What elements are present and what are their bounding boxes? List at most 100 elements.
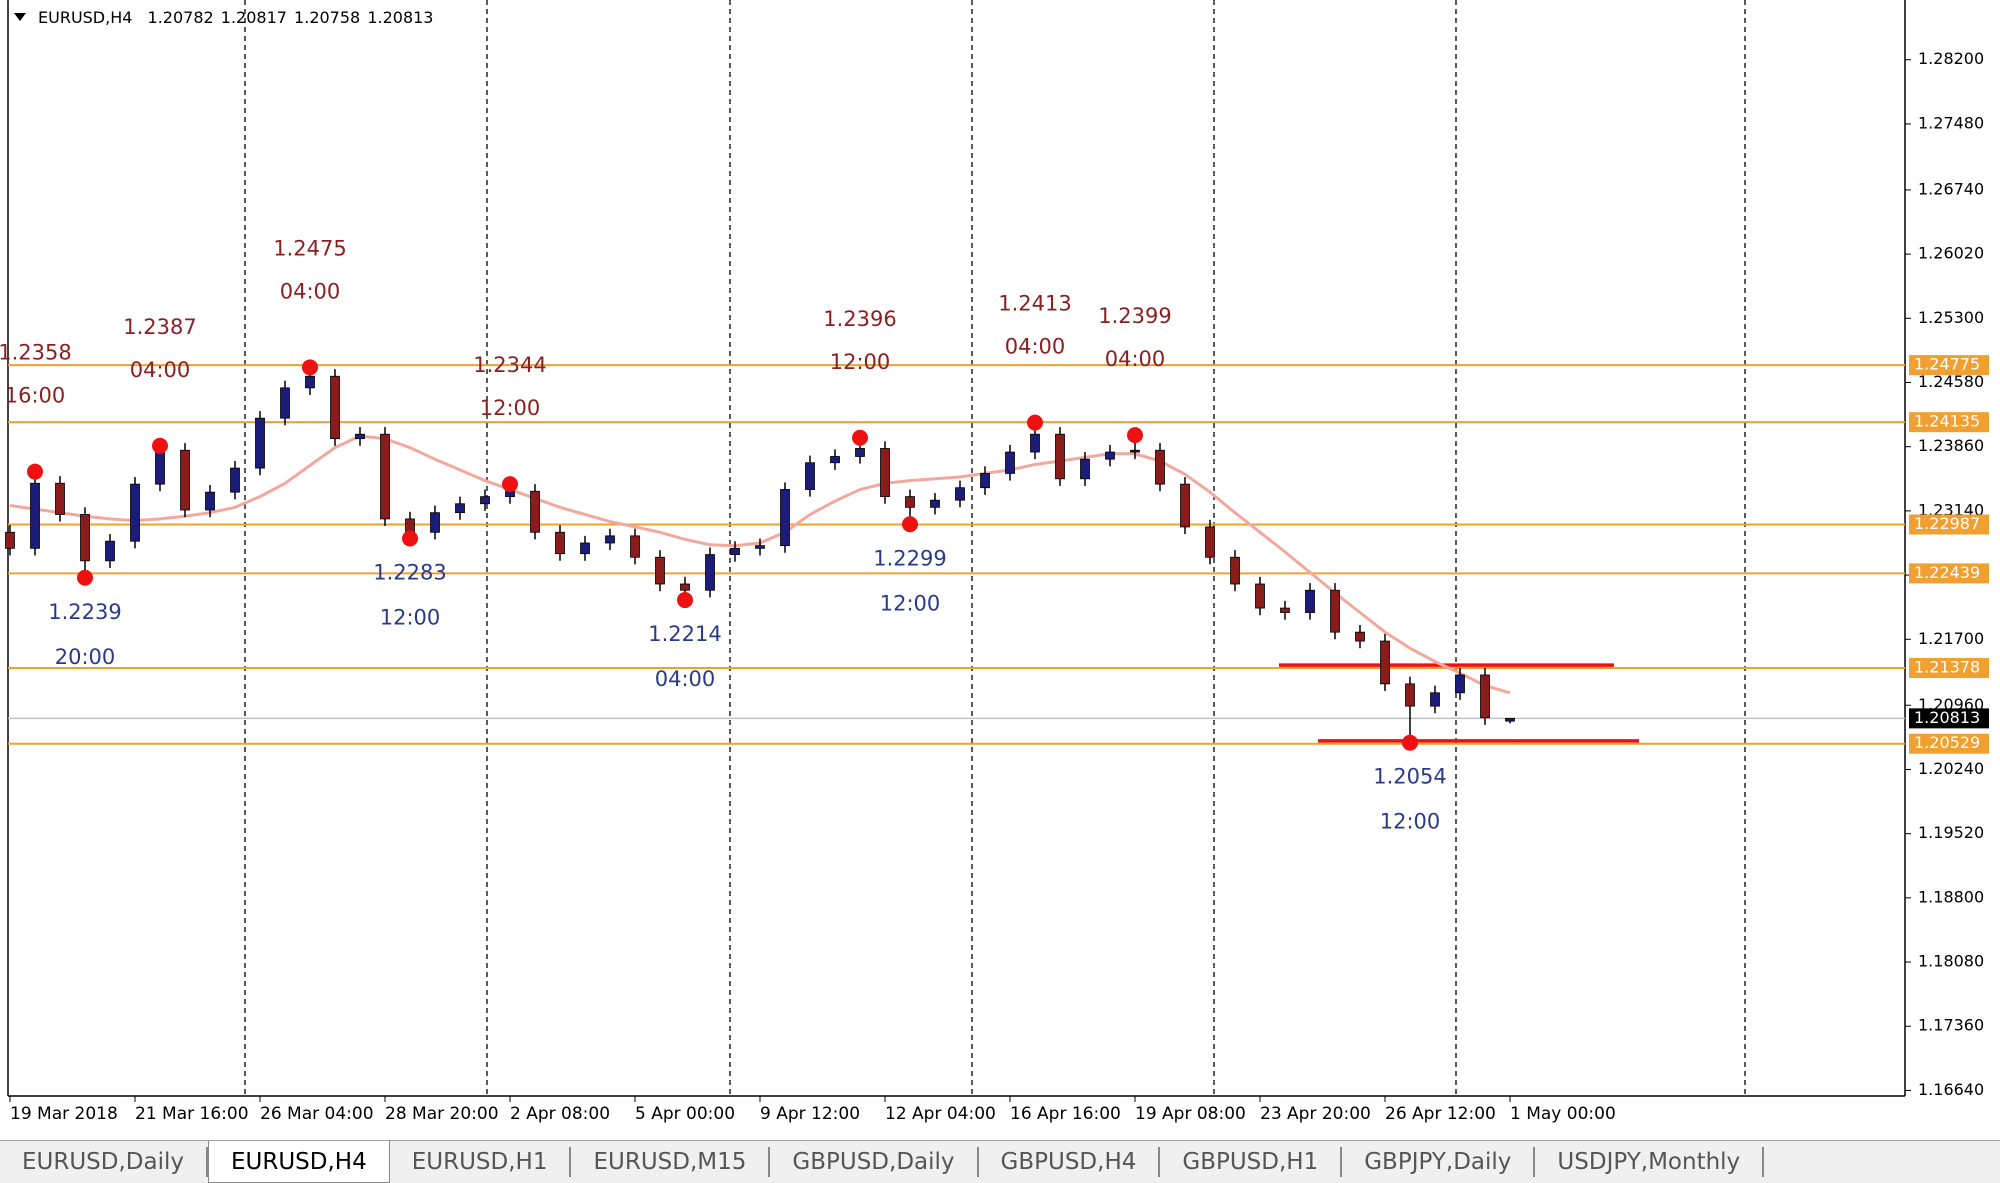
- swing-dot: [852, 429, 868, 446]
- chart-tab[interactable]: GBPUSD,Daily: [770, 1147, 979, 1177]
- x-tick-label: 2 Apr 08:00: [510, 1104, 610, 1124]
- candle-body: [855, 448, 865, 457]
- swing-price: 1.2239: [48, 600, 121, 624]
- candle-body: [530, 490, 540, 533]
- y-tick-label: 1.18080: [1918, 952, 1984, 971]
- chart-tab[interactable]: EURUSD,M15: [571, 1147, 771, 1177]
- chart-tab[interactable]: GBPJPY,Daily: [1342, 1147, 1536, 1177]
- candle-body: [1355, 631, 1365, 642]
- swing-dot: [77, 569, 93, 586]
- candle-body: [730, 547, 740, 555]
- header-arrow: [14, 13, 26, 21]
- candle-body: [430, 512, 440, 533]
- level-label: 1.20529: [1914, 733, 1980, 752]
- swing-dot: [902, 516, 918, 533]
- candle-body: [30, 482, 40, 549]
- candle-body: [1155, 449, 1165, 485]
- swing-time: 16:00: [5, 384, 66, 408]
- candle-body: [255, 417, 265, 469]
- chart: EURUSD,H4 1.20782 1.20817 1.20758 1.2081…: [0, 0, 2000, 1140]
- candle-body: [1005, 451, 1015, 474]
- y-tick-label: 1.26020: [1918, 244, 1984, 263]
- candle-body: [5, 531, 15, 549]
- background: [0, 0, 2000, 1140]
- candle-body: [1205, 526, 1215, 558]
- candle-body: [305, 375, 315, 389]
- swing-price: 1.2344: [473, 353, 546, 377]
- y-tick-label: 1.27480: [1918, 113, 1984, 132]
- candle-body: [480, 496, 490, 505]
- level-label: 1.22987: [1914, 514, 1980, 533]
- swing-price: 1.2399: [1098, 304, 1171, 328]
- y-tick-label: 1.28200: [1918, 49, 1984, 68]
- x-tick-label: 16 Apr 16:00: [1010, 1104, 1121, 1124]
- candle-body: [180, 449, 190, 511]
- y-tick-label: 1.16640: [1918, 1080, 1984, 1099]
- chart-tab[interactable]: GBPUSD,H1: [1160, 1147, 1343, 1177]
- candle-body: [980, 473, 990, 489]
- swing-dot: [502, 476, 518, 493]
- swing-price: 1.2214: [648, 622, 721, 646]
- candle-body: [1180, 483, 1190, 528]
- open: 1.20782: [148, 8, 214, 27]
- candle-body: [1330, 589, 1340, 633]
- chart-tab[interactable]: EURUSD,H1: [390, 1147, 572, 1177]
- swing-time: 12:00: [830, 350, 891, 374]
- candle-body: [705, 554, 715, 591]
- level-box: [1909, 563, 1989, 584]
- candle-body: [230, 467, 240, 493]
- swing-time: 04:00: [130, 358, 191, 382]
- x-tick-label: 23 Apr 20:00: [1260, 1104, 1371, 1124]
- level-box: [1909, 412, 1989, 433]
- x-tick-label: 26 Apr 12:00: [1385, 1104, 1496, 1124]
- y-tick-label: 1.25300: [1918, 308, 1984, 327]
- y-tick-label: 1.26740: [1918, 179, 1984, 198]
- swing-price: 1.2387: [123, 315, 196, 339]
- candle-body: [805, 462, 815, 490]
- swing-time: 20:00: [55, 645, 116, 669]
- close: 1.20813: [367, 8, 433, 27]
- candle-body: [680, 583, 690, 591]
- candle-body: [955, 487, 965, 501]
- swing-dot: [27, 463, 43, 480]
- chart-tab[interactable]: EURUSD,Daily: [0, 1147, 208, 1177]
- swing-price: 1.2358: [0, 341, 72, 365]
- swing-dot: [1127, 427, 1143, 444]
- swing-price: 1.2299: [873, 546, 946, 570]
- swing-dot: [677, 592, 693, 609]
- candle-body: [1130, 449, 1140, 453]
- x-tick-label: 9 Apr 12:00: [760, 1104, 860, 1124]
- chart-header: EURUSD,H4 1.20782 1.20817 1.20758 1.2081…: [38, 8, 433, 27]
- x-tick-label: 19 Apr 08:00: [1135, 1104, 1246, 1124]
- swing-price: 1.2283: [373, 561, 446, 585]
- candle-body: [655, 556, 665, 585]
- x-tick-label: 21 Mar 16:00: [135, 1104, 249, 1124]
- swing-time: 04:00: [1005, 335, 1066, 359]
- candle-body: [205, 491, 215, 511]
- high: 1.20817: [221, 8, 287, 27]
- chart-tab[interactable]: GBPUSD,H4: [979, 1147, 1161, 1177]
- candle-body: [105, 540, 115, 562]
- candle-body: [1480, 674, 1490, 719]
- candle-body: [1505, 717, 1515, 722]
- candle-body: [355, 433, 365, 440]
- swing-time: 12:00: [880, 591, 941, 615]
- chart-tab[interactable]: EURUSD,H4: [208, 1141, 390, 1183]
- swing-dot: [302, 359, 318, 376]
- candle-body: [1380, 640, 1390, 685]
- candle-body: [155, 449, 165, 485]
- swing-price: 1.2054: [1373, 765, 1446, 789]
- x-tick-label: 5 Apr 00:00: [635, 1104, 735, 1124]
- price-box: [1909, 708, 1989, 729]
- candle-body: [55, 482, 65, 515]
- y-tick-label: 1.18800: [1918, 887, 1984, 906]
- swing-dot: [152, 437, 168, 454]
- x-tick-label: 1 May 00:00: [1510, 1104, 1616, 1124]
- candle-body: [630, 535, 640, 558]
- level-box: [1909, 733, 1989, 754]
- y-tick-label: 1.17360: [1918, 1016, 1984, 1035]
- chart-tab[interactable]: USDJPY,Monthly: [1535, 1147, 1765, 1177]
- x-tick-label: 19 Mar 2018: [10, 1104, 118, 1124]
- candle-body: [755, 545, 765, 549]
- x-tick-label: 26 Mar 04:00: [260, 1104, 374, 1124]
